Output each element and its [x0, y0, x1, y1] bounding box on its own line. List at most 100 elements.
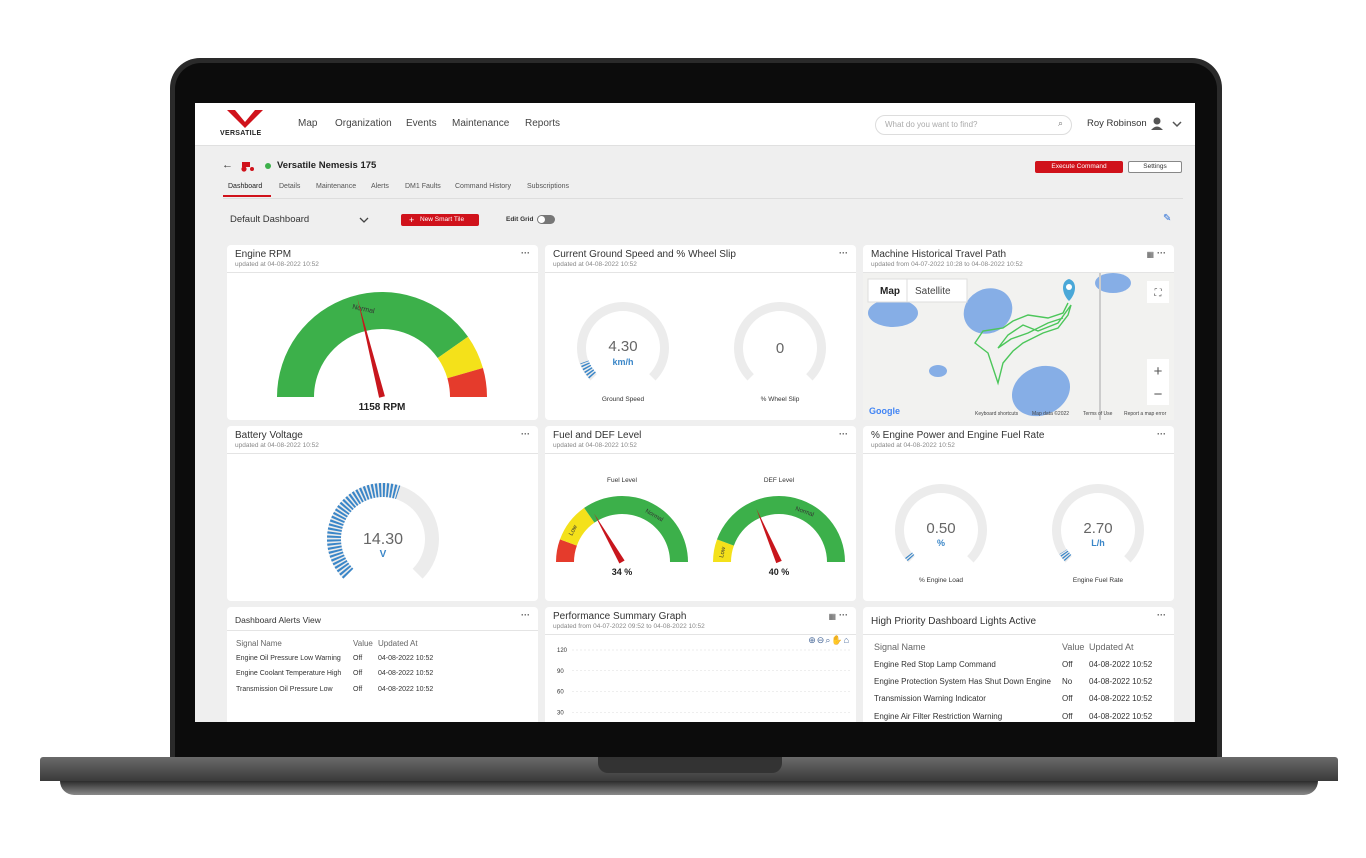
attribution[interactable]: Report a map error [1124, 411, 1167, 417]
performance-chart: 120 90 60 30 [557, 648, 850, 716]
gauge-value: 0 [776, 340, 784, 357]
tile-title: Machine Historical Travel Path [871, 249, 1007, 260]
tile-updated: updated from 04-07-2022 09:52 to 04-08-2… [553, 623, 705, 630]
tile: % Engine Power and Engine Fuel Rate upda… [863, 426, 1174, 601]
execute-button[interactable]: Execute Command [1035, 161, 1123, 173]
gauge-arc [1052, 484, 1144, 563]
status-dot [265, 163, 271, 169]
table-cell: 04-08-2022 10:52 [378, 686, 434, 693]
tile-title: Current Ground Speed and % Wheel Slip [553, 249, 736, 260]
tile: Fuel and DEF Level updated at 04-08-2022… [545, 426, 856, 601]
menu[interactable]: ··· [839, 248, 848, 258]
tractor-icon [241, 162, 254, 172]
nav-link[interactable]: Organization [335, 118, 392, 129]
attribution[interactable]: Terms of Use [1083, 411, 1113, 417]
calendar-icon[interactable]: ▦ [1146, 250, 1154, 259]
battery-gauge: 14.30 V [327, 483, 439, 579]
gauge-label: Ground Speed [602, 396, 645, 403]
needle [594, 513, 625, 564]
tab[interactable]: Dashboard [228, 183, 263, 190]
calendar-icon[interactable]: ▦ [828, 612, 836, 621]
tab[interactable]: Subscriptions [527, 183, 570, 190]
reading: 34 % [612, 567, 633, 577]
gauge-fill [1059, 549, 1072, 562]
gauge-value: 0.50 [926, 520, 955, 537]
screen: VERSATILE Map Organization Events Mainte… [195, 103, 1195, 722]
power-gauges: 0.50 % % Engine Load 2.70 L/h Engine Fue… [895, 484, 1144, 584]
gauge-fill [905, 552, 915, 562]
table-cell: Engine Coolant Temperature High [236, 670, 342, 677]
new-tile-button[interactable]: + New Smart Tile [401, 214, 479, 226]
map[interactable]: Map Satellite ⛶ + − Google Keyboard shor… [863, 273, 1174, 420]
gauge-fill [580, 360, 597, 379]
user-icon[interactable] [1150, 116, 1190, 132]
edit-icon[interactable]: ✎ [1163, 213, 1172, 224]
gauge-unit: L/h [1091, 538, 1105, 548]
table-cell: Transmission Warning Indicator [874, 694, 986, 703]
gauge-unit: km/h [612, 357, 633, 367]
tab[interactable]: DM1 Faults [405, 183, 441, 190]
table-cell: 04-08-2022 10:52 [1089, 712, 1153, 721]
table-cell: 04-08-2022 10:52 [378, 670, 434, 677]
y-tick-label: 90 [557, 669, 564, 675]
rpm-gauge: Normal 1158 RPM [277, 291, 487, 413]
table-header: Updated At [378, 639, 418, 648]
tab[interactable]: Maintenance [316, 183, 357, 190]
dashboard-select[interactable]: Default Dashboard [230, 214, 310, 225]
tile-updated: updated at 04-08-2022 10:52 [871, 442, 955, 449]
table-cell: 04-08-2022 10:52 [1089, 660, 1153, 669]
zoom-tools[interactable]: ⊕⊖⌕✋⌂ [808, 635, 850, 645]
nav-link[interactable]: Events [406, 118, 437, 129]
select-chevron[interactable] [359, 216, 369, 224]
brand-name: VERSATILE [220, 130, 262, 137]
zone-label: Low [568, 524, 579, 537]
gauge-value: 4.30 [608, 338, 637, 355]
nav-link[interactable]: Map [298, 118, 318, 129]
menu[interactable]: ··· [1157, 248, 1166, 258]
user-name[interactable]: Roy Robinson [1087, 118, 1147, 129]
table-header: Value [353, 639, 373, 648]
settings-button[interactable]: Settings [1128, 161, 1182, 173]
gauge-track [734, 302, 826, 381]
table-header: Value [1062, 642, 1085, 652]
menu[interactable]: ··· [839, 610, 848, 620]
menu[interactable]: ··· [521, 429, 530, 439]
zone-label: Low [719, 546, 727, 559]
map-tab[interactable]: Map [880, 286, 900, 297]
plus-icon: + [409, 215, 415, 225]
tab[interactable]: Command History [455, 183, 512, 190]
tile-updated: updated at 04-08-2022 10:52 [553, 442, 637, 449]
tile-updated: updated at 04-08-2022 10:52 [235, 261, 319, 268]
table-cell: Transmission Oil Pressure Low [236, 686, 333, 693]
search-box[interactable]: What do you want to find? ⌕ [875, 115, 1072, 135]
menu[interactable]: ··· [1157, 610, 1166, 620]
menu[interactable]: ··· [521, 248, 530, 258]
map-tab[interactable]: Satellite [915, 286, 951, 297]
table-cell: Engine Oil Pressure Low Warning [236, 655, 341, 662]
nav-link[interactable]: Maintenance [452, 118, 510, 129]
gauge-value: 14.30 [363, 531, 403, 548]
tab[interactable]: Alerts [371, 183, 389, 190]
tab[interactable]: Details [279, 183, 301, 190]
zone-normal [277, 291, 469, 397]
table-cell: Off [353, 670, 363, 677]
menu[interactable]: ··· [839, 429, 848, 439]
table-cell: Engine Red Stop Lamp Command [874, 660, 996, 669]
table-header: Updated At [1089, 642, 1134, 652]
search-placeholder: What do you want to find? [885, 120, 978, 129]
nav-link[interactable]: Reports [525, 118, 561, 129]
back-arrow[interactable]: ← [222, 159, 233, 171]
svg-text:⛶: ⛶ [1154, 288, 1163, 299]
table-cell: Engine Air Filter Restriction Warning [874, 712, 1003, 721]
attribution[interactable]: Keyboard shortcuts [975, 411, 1019, 417]
gauge-track [577, 302, 669, 381]
new-tile-label: New Smart Tile [420, 216, 465, 223]
menu[interactable]: ··· [1157, 429, 1166, 439]
table-cell: 04-08-2022 10:52 [378, 655, 434, 662]
menu[interactable]: ··· [521, 610, 530, 620]
edit-grid-toggle[interactable] [537, 215, 555, 224]
fuel-gauges: Fuel Level Low Normal 34 % DEF Level Low… [556, 477, 845, 577]
machine-name: Versatile Nemesis 175 [277, 160, 377, 171]
y-tick-label: 30 [557, 710, 564, 716]
